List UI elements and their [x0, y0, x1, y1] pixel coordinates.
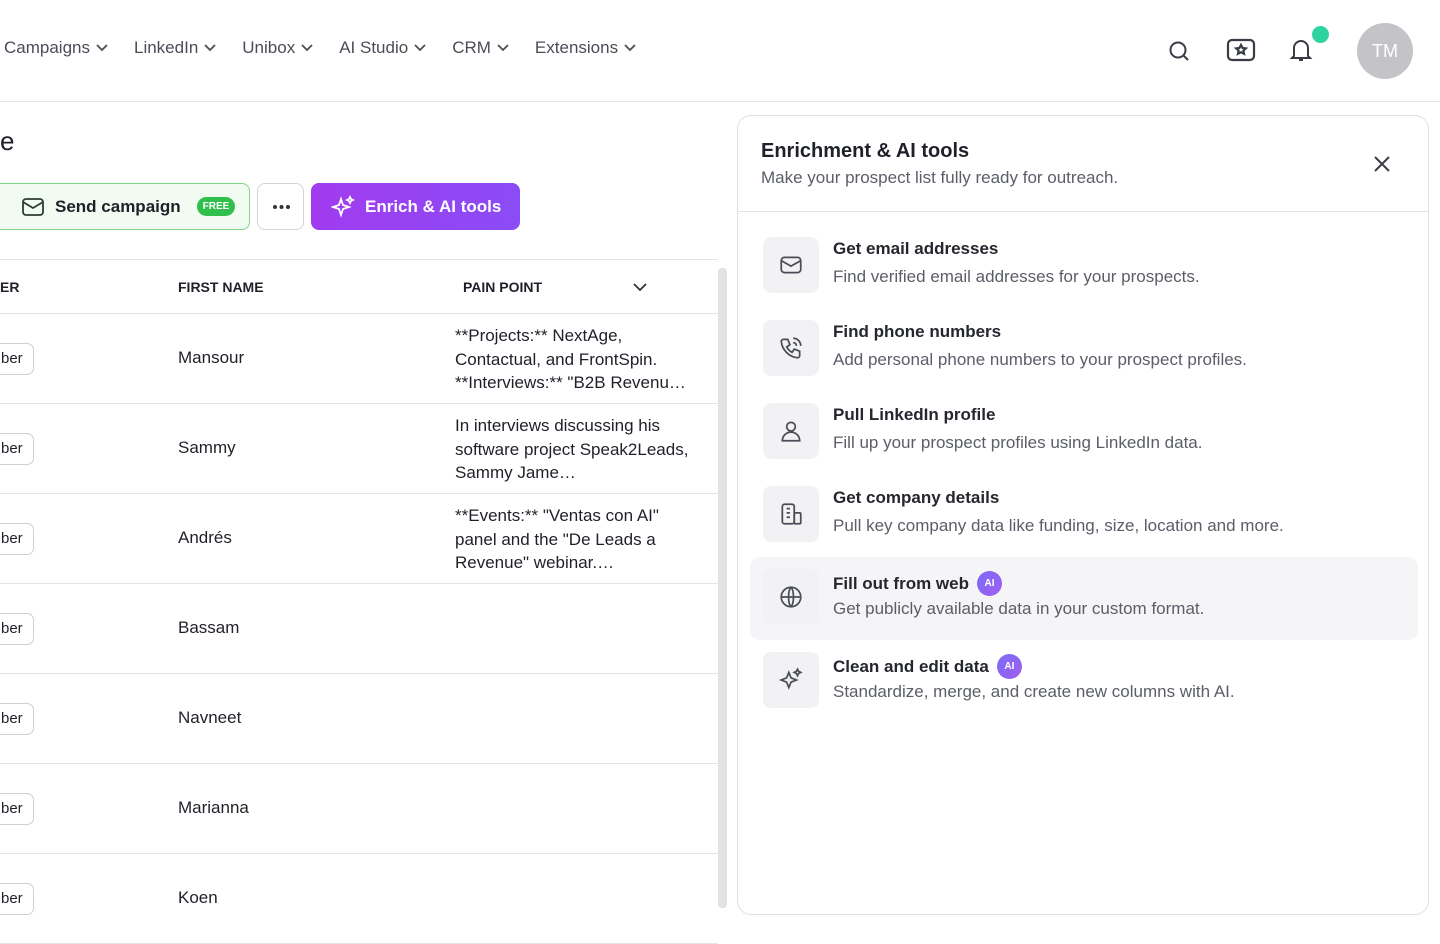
- nav-label: Unibox: [242, 38, 296, 57]
- column-header: ER: [0, 279, 20, 295]
- cell-first-name: Andrés: [178, 528, 232, 547]
- tool-icon: [763, 486, 819, 542]
- tool-description: Pull key company data like funding, size…: [833, 516, 1284, 535]
- nav-item[interactable]: Extensions: [535, 38, 636, 58]
- tool-title: Get email addresses: [833, 239, 999, 258]
- tool-icon: [763, 320, 819, 376]
- enrich-button[interactable]: Enrich & AI tools: [311, 183, 520, 230]
- cell-pill: ber: [0, 793, 34, 825]
- more-button[interactable]: [257, 183, 304, 230]
- nav-item[interactable]: AI Studio: [339, 38, 426, 58]
- tool-title-row: Clean and edit data AI: [833, 654, 1022, 679]
- tool-icon: [763, 237, 819, 293]
- tool-title: Clean and edit data: [833, 656, 989, 676]
- tool-item[interactable]: Get company details Pull key company data…: [750, 474, 1418, 557]
- cell-pill: ber: [0, 433, 34, 465]
- nav-label: CRM: [452, 38, 491, 57]
- tool-icon: [763, 652, 819, 708]
- send-label: Send campaign: [55, 196, 181, 216]
- tool-title: Pull LinkedIn profile: [833, 405, 996, 424]
- cell-pill: ber: [0, 883, 34, 915]
- cell-pill: ber: [0, 523, 34, 555]
- column-header: FIRST NAME: [178, 279, 264, 295]
- tool-item[interactable]: Clean and edit data AI Standardize, merge,…: [750, 640, 1418, 723]
- table-row[interactable]: ber Koen: [0, 854, 718, 944]
- tool-title-row: Find phone numbers: [833, 322, 1001, 342]
- scrollbar[interactable]: [718, 268, 727, 908]
- cell-pill: ber: [0, 613, 34, 645]
- tool-description: Get publicly available data in your cust…: [833, 599, 1205, 618]
- cell-pain-point: In interviews discussing his software pr…: [455, 416, 689, 482]
- avatar[interactable]: TM: [1357, 23, 1413, 79]
- nav-item[interactable]: CRM: [452, 38, 509, 58]
- free-badge: FREE: [196, 197, 236, 216]
- nav-item[interactable]: Unibox: [242, 38, 313, 58]
- ai-badge: AI: [977, 571, 1002, 596]
- tool-title: Find phone numbers: [833, 322, 1002, 341]
- tool-title-row: Get company details: [833, 488, 999, 508]
- tool-item[interactable]: Find phone numbers Add personal phone num…: [750, 308, 1418, 391]
- table-row[interactable]: ber Marianna: [0, 764, 718, 854]
- tool-item[interactable]: Get email addresses Find verified email a…: [750, 225, 1418, 308]
- tool-title: Fill out from web: [833, 573, 969, 593]
- enrichment-panel: Enrichment & AI tools Make your prospect…: [737, 115, 1429, 915]
- tool-title: Get company details: [833, 488, 1000, 507]
- cell-pain-point: **Projects:** NextAge, Contactual, and F…: [455, 326, 686, 392]
- tool-title-row: Fill out from web AI: [833, 571, 1002, 596]
- cell-first-name: Navneet: [178, 708, 242, 727]
- nav-item[interactable]: Campaigns: [4, 38, 108, 58]
- cell-pill: ber: [0, 343, 34, 375]
- panel-title: Enrichment & AI tools: [761, 140, 970, 162]
- panel-subtitle: Make your prospect list fully ready for …: [761, 168, 1119, 187]
- search-icon[interactable]: [1167, 39, 1191, 63]
- tool-title-row: Pull LinkedIn profile: [833, 405, 995, 425]
- cell-pill: ber: [0, 703, 34, 735]
- table-header: ER FIRST NAME PAIN POINT: [0, 259, 718, 314]
- table-row[interactable]: ber Andrés **Events:** "Ventas con AI" pan…: [0, 494, 718, 584]
- table-row[interactable]: ber Sammy In interviews discussing his sof…: [0, 404, 718, 494]
- nav-label: Campaigns: [4, 38, 90, 57]
- tool-description: Standardize, merge, and create new colum…: [833, 682, 1235, 701]
- cell-first-name: Mansour: [178, 348, 245, 367]
- cell-first-name: Marianna: [178, 798, 249, 817]
- column-header: PAIN POINT: [463, 279, 543, 295]
- top-nav: Campaigns LinkedIn Unibox AI Studio CRM Exten…: [0, 0, 1440, 102]
- cell-first-name: Bassam: [178, 618, 240, 637]
- divider: [738, 211, 1428, 212]
- page-title: e: [0, 126, 15, 156]
- tool-icon: [763, 403, 819, 459]
- table-row[interactable]: ber Mansour **Projects:** NextAge, Contact…: [0, 314, 718, 404]
- nav-label: AI Studio: [339, 38, 409, 57]
- cell-first-name: Sammy: [178, 438, 236, 457]
- table-row[interactable]: ber Bassam: [0, 584, 718, 674]
- table-row[interactable]: ber Navneet: [0, 674, 718, 764]
- nav-items: Campaigns LinkedIn Unibox AI Studio CRM Exten…: [4, 38, 636, 58]
- notification-dot: [1312, 26, 1329, 43]
- enrich-label: Enrich & AI tools: [365, 196, 502, 216]
- cell-first-name: Koen: [178, 888, 218, 907]
- ai-badge: AI: [996, 654, 1022, 679]
- tool-description: Add personal phone numbers to your prosp…: [833, 350, 1247, 369]
- close-button[interactable]: [1372, 154, 1392, 174]
- nav-item[interactable]: LinkedIn: [134, 38, 216, 58]
- cell-pain-point: **Events:** "Ventas con AI" panel and th…: [455, 506, 659, 572]
- tool-item[interactable]: Fill out from web AI Get publicly availabl…: [750, 557, 1418, 640]
- ticket-icon[interactable]: [1226, 37, 1256, 63]
- tool-icon: [763, 569, 819, 625]
- tool-description: Fill up your prospect profiles using Lin…: [833, 433, 1203, 452]
- bell-icon[interactable]: [1289, 37, 1313, 63]
- send-campaign-button[interactable]: Send campaign FREE: [0, 183, 250, 230]
- tool-item[interactable]: Pull LinkedIn profile Fill up your prospe…: [750, 391, 1418, 474]
- tool-title-row: Get email addresses: [833, 239, 998, 259]
- nav-label: Extensions: [534, 38, 619, 57]
- nav-label: LinkedIn: [134, 38, 199, 57]
- tool-description: Find verified email addresses for your p…: [833, 267, 1200, 286]
